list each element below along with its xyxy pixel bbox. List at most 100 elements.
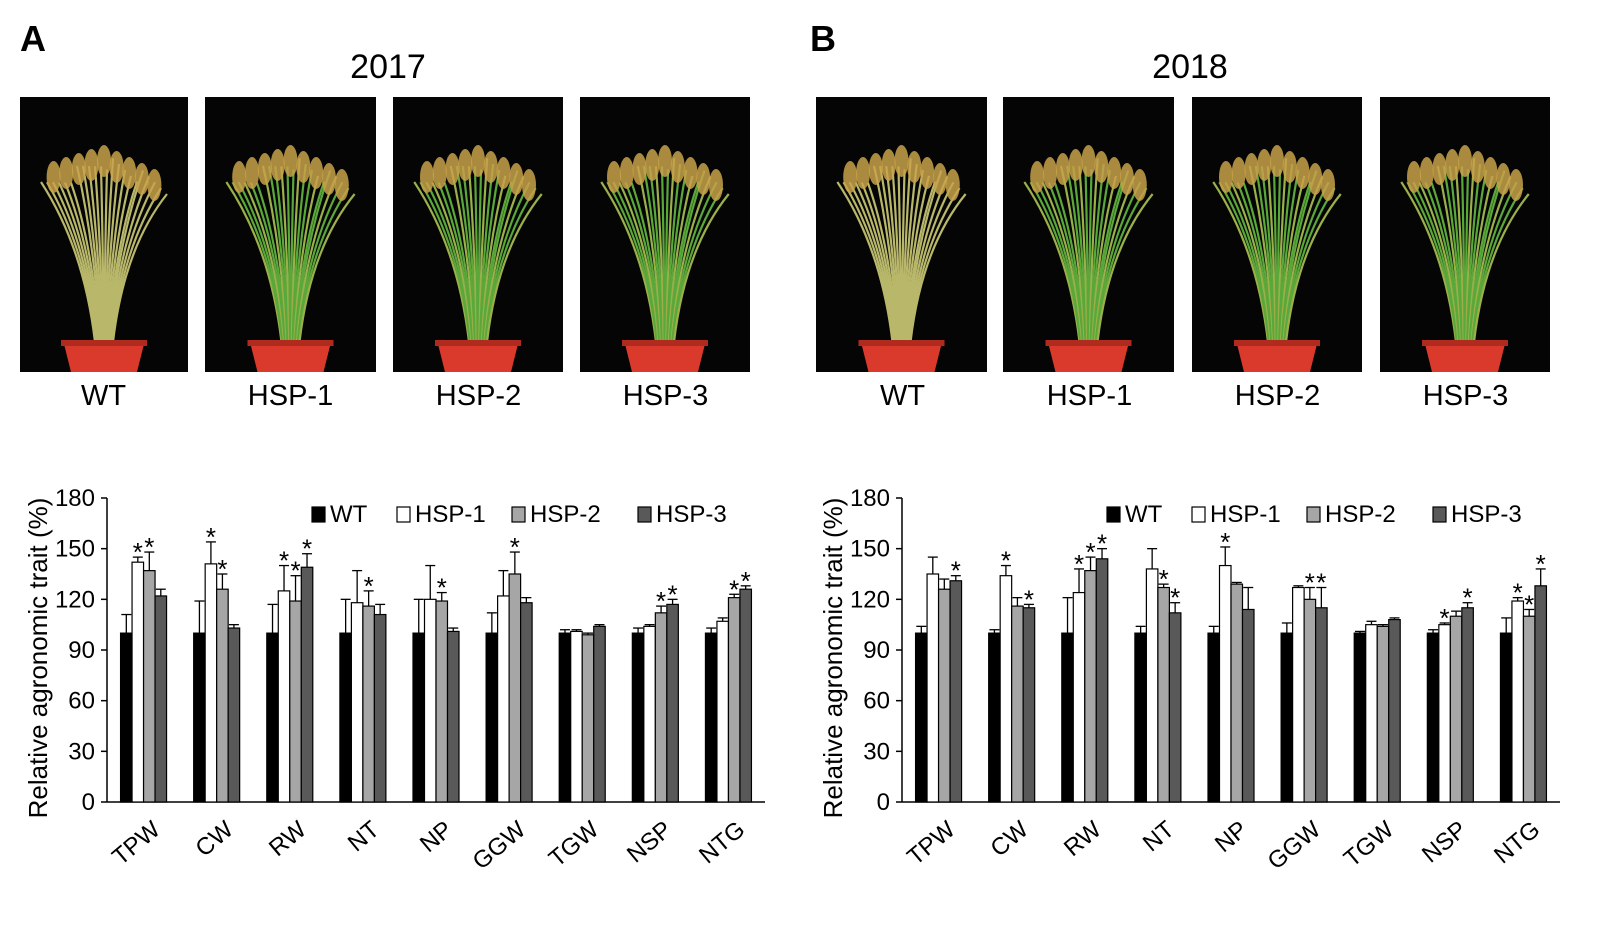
plant-pot: [625, 344, 705, 372]
bar-wt-np: [412, 632, 426, 803]
bar-hsp-3-cw: [227, 627, 241, 803]
plant-stem: [105, 169, 127, 343]
bar-wt-ntg: [704, 632, 718, 803]
significance-star: *: [1001, 546, 1011, 576]
plant-stem: [648, 166, 664, 343]
legend-label-hsp-2: HSP-2: [1325, 501, 1396, 528]
plant-illustration: [600, 145, 730, 372]
plant-stem: [1066, 165, 1087, 343]
plant-stem: [291, 164, 307, 343]
plant-stem: [467, 166, 478, 343]
plant-stem: [1236, 182, 1273, 343]
bar-hsp-1-tgw: [570, 630, 583, 803]
bar-wt-rw: [266, 632, 279, 803]
plant-panicle: [1445, 149, 1460, 181]
plant-photo-hsp3-2017: [580, 97, 750, 372]
significance-star: *: [729, 574, 739, 604]
bar-wt-ggw: [485, 632, 499, 803]
plant-stem: [866, 182, 898, 343]
plant-panicle: [894, 145, 909, 177]
plant-stem: [664, 169, 670, 343]
significance-star: *: [1463, 583, 1473, 613]
plant-stem: [1412, 181, 1459, 343]
plant-stem: [479, 169, 501, 343]
y-tick-label: 150: [55, 536, 95, 563]
x-tick-label-cw: CW: [191, 816, 239, 863]
x-tick-label-tpw: TPW: [107, 816, 165, 871]
plant-illustration: [40, 145, 168, 372]
bar-hsp-2-cw: [216, 588, 229, 803]
panel-a-letter: A: [20, 18, 46, 59]
plant-panicle: [1270, 145, 1284, 177]
plant-panicle: [920, 157, 935, 189]
plant-photo-hsp1-2017: [205, 97, 376, 372]
y-tick-label: 120: [850, 586, 890, 613]
y-tick-label: 90: [863, 637, 890, 664]
bar-hsp-1-ggw: [497, 595, 510, 803]
plant-stem: [666, 169, 688, 343]
plant-pot: [438, 344, 518, 372]
bar-hsp-2-ggw: [1303, 598, 1317, 803]
plant-stem: [478, 158, 489, 343]
plant-stem: [480, 175, 507, 343]
plant-panicle: [1107, 157, 1122, 189]
plant-stem: [69, 182, 101, 343]
plant-stem: [286, 166, 292, 343]
plant-panicle: [245, 157, 260, 189]
bar-hsp-3-nsp: [1461, 607, 1474, 803]
legend-swatch-wt: [311, 506, 326, 523]
plant-pot: [861, 344, 942, 372]
bar-hsp-3-np: [1241, 608, 1255, 803]
bar-hsp-3-tgw: [593, 625, 606, 803]
significance-star: *: [1440, 603, 1450, 633]
bar-wt-tgw: [558, 632, 572, 803]
plant-stem: [75, 165, 102, 343]
plant-stem: [612, 181, 659, 343]
significance-star: *: [1085, 537, 1095, 567]
plant-stem: [1088, 158, 1099, 343]
plant-panicle: [109, 151, 124, 183]
bar-hsp-3-tpw: [154, 595, 168, 803]
bar-hsp-3-ntg: [1534, 585, 1548, 803]
bar-hsp-3-nsp: [666, 603, 679, 803]
panel-b-letter: B: [810, 18, 836, 59]
plant-panicle: [1483, 157, 1498, 189]
plant-stem: [425, 181, 472, 343]
bar-hsp-1-nt: [350, 602, 364, 803]
plant-panicle: [445, 153, 460, 185]
y-tick-label: 0: [877, 789, 890, 816]
plant-stem: [901, 158, 912, 343]
significance-star: *: [364, 571, 374, 601]
plant-photo-hsp2-2017: [393, 97, 563, 372]
plant-stem: [1029, 181, 1082, 343]
significance-star: *: [302, 534, 312, 564]
plant-panicle: [1055, 153, 1070, 185]
plant-stem: [1087, 169, 1093, 343]
plant-stem: [1041, 181, 1084, 343]
plant-stem: [231, 181, 284, 343]
plant-stem: [111, 193, 168, 343]
plant-stem: [261, 165, 288, 343]
bar-hsp-2-tgw: [581, 634, 595, 803]
plant-panicle: [843, 161, 858, 193]
plant-stem: [81, 165, 103, 343]
plant-stem: [1242, 182, 1274, 343]
plant-stem: [879, 165, 900, 343]
genotype-label-wt-2018: WT: [879, 380, 926, 412]
plant-stem: [268, 165, 289, 343]
plant-panicle: [309, 157, 324, 189]
bar-hsp-2-cw: [1011, 605, 1024, 803]
plant-pot-rim: [858, 340, 945, 346]
plant-stem: [1454, 166, 1465, 343]
plant-panicle: [1119, 163, 1134, 195]
plant-stem: [1047, 182, 1085, 343]
plant-stem: [1023, 181, 1081, 343]
plant-pot-rim: [435, 340, 521, 346]
plant-stem: [249, 182, 287, 343]
bar-hsp-2-nt: [1157, 586, 1170, 803]
bar-hsp-1-cw: [204, 563, 218, 803]
bar-wt-tgw: [1353, 632, 1367, 803]
plant-stem: [1430, 182, 1462, 343]
plant-stem: [1424, 182, 1461, 343]
bar-hsp-1-ntg: [716, 620, 730, 803]
